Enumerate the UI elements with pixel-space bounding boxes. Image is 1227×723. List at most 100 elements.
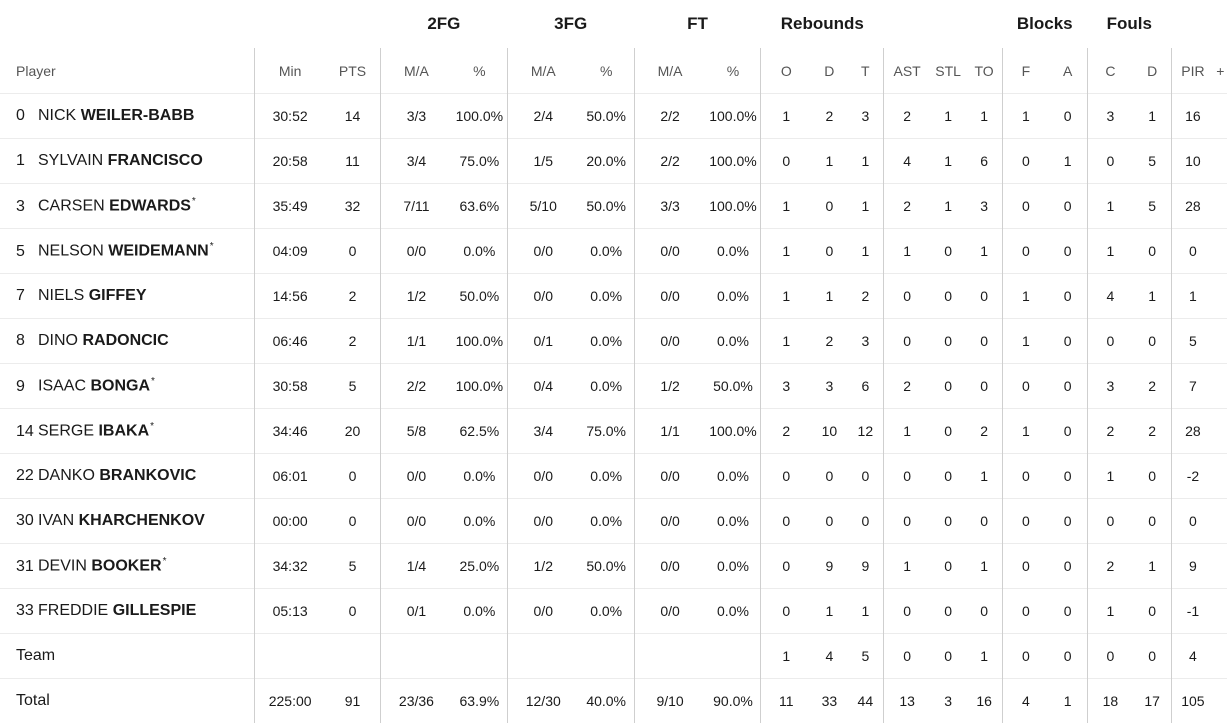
stat-reb-d: 4	[811, 634, 847, 679]
group-rebounds: Rebounds	[761, 0, 884, 48]
stat-ft-pct: 0.0%	[706, 454, 761, 499]
stat-2fg-pct: 0.0%	[452, 454, 507, 499]
stat-blk-f: 0	[1002, 499, 1048, 544]
stat-ft-pct: 0.0%	[706, 589, 761, 634]
stat-plusminus	[1214, 274, 1227, 319]
stat-pts: 14	[325, 94, 380, 139]
stat-blk-a: 0	[1049, 94, 1087, 139]
stat-3fg-ma: 0/0	[507, 274, 578, 319]
stat-reb-o: 1	[761, 274, 811, 319]
player-first-name: DANKO	[38, 467, 95, 484]
stat-to: 0	[966, 319, 1002, 364]
stat-min: 34:46	[255, 409, 325, 454]
stat-to: 0	[966, 499, 1002, 544]
stat-pir: 28	[1172, 409, 1214, 454]
player-first-name: CARSEN	[38, 198, 105, 215]
stat-plusminus	[1214, 94, 1227, 139]
group-3fg: 3FG	[507, 0, 634, 48]
jersey-number: 3	[16, 198, 38, 216]
stat-stl: 1	[930, 94, 966, 139]
stat-to: 2	[966, 409, 1002, 454]
stat-stl: 0	[930, 589, 966, 634]
stat-2fg-ma: 0/1	[380, 589, 451, 634]
stat-3fg-pct: 20.0%	[579, 139, 634, 184]
col-header-blk-a: A	[1049, 48, 1087, 94]
stat-2fg-ma: 3/3	[380, 94, 451, 139]
jersey-number: 31	[16, 558, 38, 576]
player-first-name: IVAN	[38, 512, 74, 529]
group-header-row: 2FG 3FG FT Rebounds Blocks Fouls	[0, 0, 1227, 48]
stat-ft-pct: 100.0%	[706, 94, 761, 139]
stat-to: 16	[966, 679, 1002, 723]
stat-ft-ma: 9/10	[634, 679, 705, 723]
stat-stl: 0	[930, 229, 966, 274]
stat-ft-ma: 1/2	[634, 364, 705, 409]
stat-3fg-pct: 50.0%	[579, 544, 634, 589]
player-first-name: FREDDIE	[38, 602, 108, 619]
stat-reb-o: 1	[761, 229, 811, 274]
stat-reb-t: 12	[847, 409, 883, 454]
stat-ft-pct: 100.0%	[706, 139, 761, 184]
col-header-2fg-ma: M/A	[380, 48, 451, 94]
stat-foul-d: 5	[1133, 184, 1171, 229]
stat-2fg-ma: 0/0	[380, 229, 451, 274]
col-header-blk-f: F	[1002, 48, 1048, 94]
stat-blk-f: 0	[1002, 364, 1048, 409]
stat-3fg-pct	[579, 634, 634, 679]
stat-3fg-ma: 3/4	[507, 409, 578, 454]
stat-plusminus	[1214, 454, 1227, 499]
col-header-pts: PTS	[325, 48, 380, 94]
stat-ft-pct: 0.0%	[706, 319, 761, 364]
stat-3fg-ma: 0/1	[507, 319, 578, 364]
stat-plusminus	[1214, 634, 1227, 679]
stat-blk-f: 1	[1002, 319, 1048, 364]
stat-min: 30:52	[255, 94, 325, 139]
stat-stl: 0	[930, 319, 966, 364]
player-first-name: DINO	[38, 332, 78, 349]
stat-3fg-pct: 50.0%	[579, 94, 634, 139]
col-header-reb-t: T	[847, 48, 883, 94]
stat-to: 3	[966, 184, 1002, 229]
stat-blk-a: 0	[1049, 544, 1087, 589]
stat-pir: 1	[1172, 274, 1214, 319]
player-last-name: RADONCIC	[82, 332, 168, 349]
stat-blk-f: 1	[1002, 409, 1048, 454]
stat-reb-t: 1	[847, 589, 883, 634]
stat-reb-d: 2	[811, 94, 847, 139]
stat-3fg-pct: 40.0%	[579, 679, 634, 723]
stat-foul-d: 0	[1133, 454, 1171, 499]
stat-2fg-pct: 0.0%	[452, 229, 507, 274]
player-last-name: GIFFEY	[89, 287, 147, 304]
player-last-name: WEILER-BABB	[81, 107, 195, 124]
stat-ft-ma: 2/2	[634, 139, 705, 184]
col-header-reb-d: D	[811, 48, 847, 94]
stat-ft-ma: 0/0	[634, 229, 705, 274]
stat-pir: 9	[1172, 544, 1214, 589]
stat-blk-a: 0	[1049, 589, 1087, 634]
stat-reb-d: 0	[811, 184, 847, 229]
stat-reb-d: 33	[811, 679, 847, 723]
stat-pir: 5	[1172, 319, 1214, 364]
player-first-name: ISAAC	[38, 378, 86, 395]
stat-foul-c: 3	[1087, 94, 1133, 139]
player-first-name: NIELS	[38, 287, 84, 304]
stat-plusminus	[1214, 409, 1227, 454]
col-header-ft-pct: %	[706, 48, 761, 94]
stat-3fg-ma: 1/2	[507, 544, 578, 589]
stat-pir: 0	[1172, 499, 1214, 544]
